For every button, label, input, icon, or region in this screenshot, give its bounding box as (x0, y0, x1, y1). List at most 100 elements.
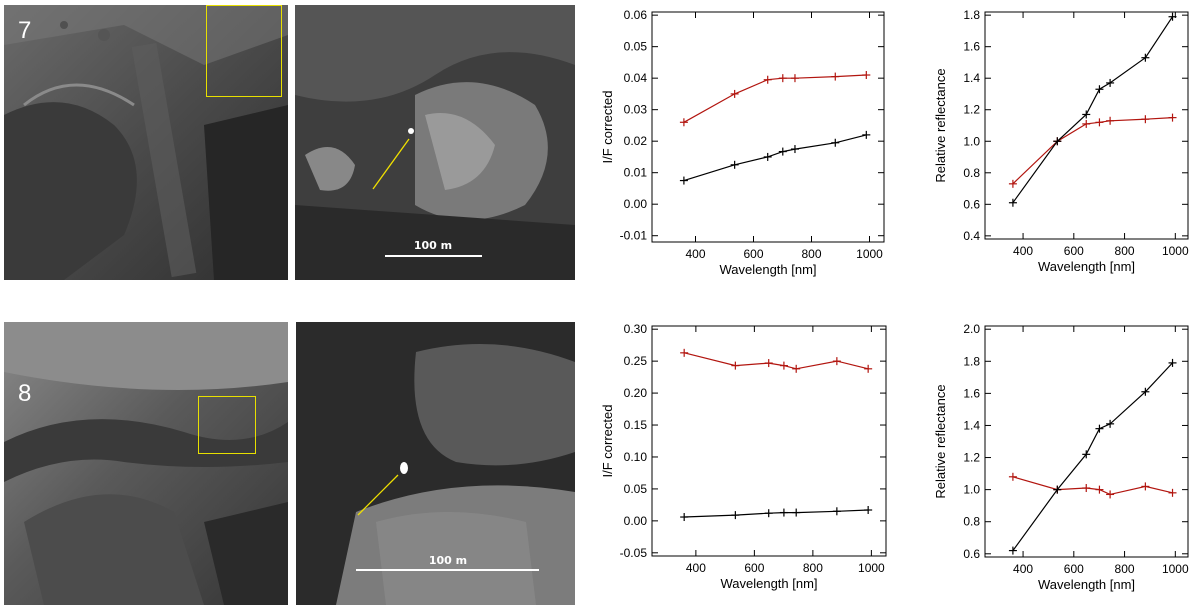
x-tick-label: 800 (803, 561, 823, 575)
y-tick-label: 1.2 (963, 103, 980, 117)
data-point (1082, 450, 1091, 459)
data-point (763, 152, 772, 161)
series-line-0 (683, 74, 867, 123)
x-tick-label: 400 (686, 561, 706, 575)
y-tick-label: 0.30 (624, 322, 648, 336)
context-image-7: 7 (4, 5, 288, 280)
zoom-terrain-texture (296, 322, 575, 605)
chart-svg: 400 600 800 1000 0.4 0.6 0.8 1.0 1.2 1.4 1.6 1.8 Wav… (933, 8, 1189, 274)
series-line-1 (1012, 16, 1174, 204)
data-point (792, 364, 801, 373)
pointer-arrow (357, 474, 399, 516)
x-tick-label: 800 (1115, 244, 1135, 258)
data-point (1168, 488, 1177, 497)
x-tick-label: 800 (801, 247, 821, 261)
pointer-arrow (372, 138, 410, 190)
data-point (1141, 115, 1150, 124)
data-point (764, 509, 773, 518)
y-tick-label: 1.0 (963, 134, 980, 148)
series-line-0 (1012, 476, 1173, 496)
x-tick-label: 400 (1013, 562, 1033, 576)
x-tick-label: 600 (744, 561, 764, 575)
chart-svg: 400 600 800 1000 -0.05 0.00 0.05 0.10 0.15 0.20 0.… (600, 322, 887, 591)
x-axis-label: Wavelength [nm] (719, 262, 816, 277)
data-point (1106, 78, 1115, 87)
y-tick-label: -0.05 (620, 546, 648, 560)
y-tick-label: 1.6 (963, 40, 980, 54)
data-point (1168, 12, 1177, 21)
y-tick-label: 0.6 (963, 197, 980, 211)
data-point (1106, 490, 1115, 499)
y-tick-label: 0.10 (624, 450, 648, 464)
x-tick-label: 1000 (1162, 562, 1189, 576)
y-tick-label: 0.4 (963, 229, 980, 243)
chart-svg: 400 600 800 1000 -0.01 0.00 0.01 0.02 0.03 0.04 0.… (600, 8, 885, 277)
y-tick-label: 0.20 (624, 386, 648, 400)
highlight-box (198, 396, 256, 454)
x-tick-label: 800 (1115, 562, 1135, 576)
chart-8-if-corrected: 400 600 800 1000 -0.05 0.00 0.05 0.10 0.15 0.20 0.… (600, 316, 900, 609)
series-line-1 (1012, 362, 1173, 551)
data-point (831, 72, 840, 81)
data-point (731, 511, 740, 520)
data-point (778, 74, 787, 83)
plot-frame (651, 325, 887, 557)
data-point (1053, 485, 1062, 494)
y-tick-label: 0.00 (624, 514, 648, 528)
y-tick-label: 0.8 (963, 166, 980, 180)
y-tick-label: 1.6 (963, 386, 980, 400)
data-point (1082, 119, 1091, 128)
data-point (1008, 546, 1017, 555)
plot-frame (984, 325, 1189, 558)
y-tick-label: 2.0 (963, 322, 980, 336)
data-point (1095, 424, 1104, 433)
data-point (1008, 472, 1017, 481)
data-point (1106, 419, 1115, 428)
data-point (1168, 358, 1177, 367)
x-tick-label: 600 (1064, 562, 1084, 576)
zoom-image-8: 100 m (296, 322, 575, 605)
data-point (1053, 137, 1062, 146)
terrain-texture (4, 5, 288, 280)
data-point (779, 361, 788, 370)
scale-bar-label: 100 m (413, 239, 453, 252)
x-tick-label: 1000 (856, 247, 883, 261)
series-line-1 (683, 134, 867, 182)
data-point (1141, 53, 1150, 62)
y-axis-label: Relative reflectance (933, 384, 948, 498)
panel-number: 7 (18, 17, 32, 44)
data-point (1095, 85, 1104, 94)
panel-number: 8 (18, 380, 32, 407)
data-point (763, 75, 772, 84)
y-axis-label: Relative reflectance (933, 68, 948, 182)
y-axis-label: I/F corrected (600, 91, 615, 164)
y-tick-label: 0.05 (624, 40, 648, 54)
y-tick-label: 0.8 (963, 515, 980, 529)
data-point (862, 71, 871, 80)
data-point (679, 176, 688, 185)
data-point (832, 507, 841, 516)
context-image-8: 8 (4, 322, 288, 605)
y-tick-label: 0.01 (624, 166, 648, 180)
plot-frame (651, 11, 885, 243)
x-tick-label: 400 (685, 247, 705, 261)
plot-frame (984, 11, 1189, 240)
data-point (1082, 484, 1091, 493)
data-point (679, 118, 688, 127)
data-point (779, 508, 788, 517)
y-tick-label: 0.06 (624, 8, 648, 22)
data-point (1168, 113, 1177, 122)
data-point (864, 506, 873, 514)
data-point (1082, 110, 1091, 119)
data-point (831, 138, 840, 147)
y-tick-label: 0.05 (624, 482, 648, 496)
y-tick-label: 0.15 (624, 418, 648, 432)
y-tick-label: 0.02 (624, 134, 648, 148)
y-tick-label: 1.8 (963, 8, 980, 22)
chart-7-if-corrected: 400 600 800 1000 -0.01 0.00 0.01 0.02 0.03 0.04 0.… (600, 0, 900, 290)
y-tick-label: 1.0 (963, 483, 980, 497)
data-point (1095, 485, 1104, 494)
y-tick-label: 0.6 (963, 547, 980, 561)
data-point (680, 513, 689, 522)
data-point (731, 361, 740, 370)
